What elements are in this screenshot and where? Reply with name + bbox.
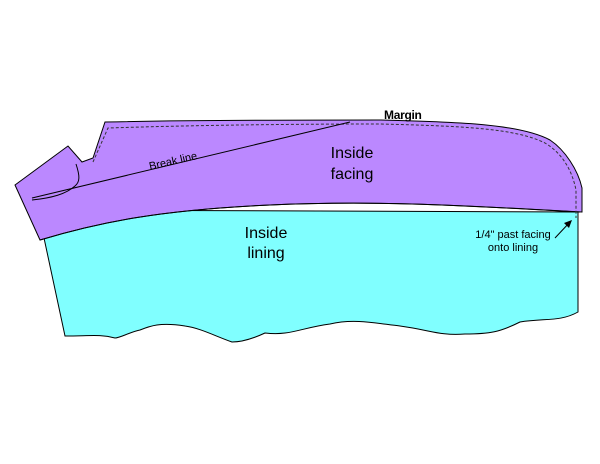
facing-lining-seam [39,202,581,241]
margin-dashed-line [92,123,577,218]
note-label-line2: onto lining [488,242,538,254]
facing-label-line1: Inside [331,145,374,162]
collar-notch-line [31,163,80,201]
pointer-arrow-head [564,220,572,228]
lining-label-line2: lining [247,245,284,262]
break-line [31,121,351,199]
inside-lining-area [37,209,579,343]
facing-label-line2: facing [331,166,374,183]
lining-label-line1: Inside [245,225,288,242]
note-label-line1: 1/4" past facing [475,229,550,241]
margin-label: Margin [384,108,422,122]
